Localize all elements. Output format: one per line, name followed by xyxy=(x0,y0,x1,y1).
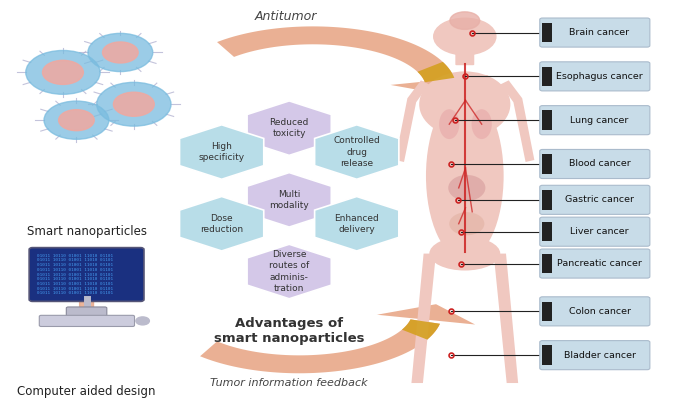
Text: 01011 10110 01001 11010 01101: 01011 10110 01001 11010 01101 xyxy=(37,277,114,281)
Text: Dose
reduction: Dose reduction xyxy=(200,214,243,234)
Polygon shape xyxy=(179,196,264,251)
Text: Computer aided design: Computer aided design xyxy=(17,384,155,398)
Circle shape xyxy=(88,33,153,72)
Polygon shape xyxy=(200,319,440,373)
Text: Tumor information feedback: Tumor information feedback xyxy=(210,378,368,388)
FancyBboxPatch shape xyxy=(29,248,144,301)
FancyBboxPatch shape xyxy=(540,249,650,278)
Text: Enhanced
delivery: Enhanced delivery xyxy=(334,214,379,234)
FancyArrowPatch shape xyxy=(74,262,99,324)
Polygon shape xyxy=(217,26,454,82)
FancyBboxPatch shape xyxy=(39,315,134,326)
Polygon shape xyxy=(390,75,488,96)
Text: Diverse
routes of
adminis-
tration: Diverse routes of adminis- tration xyxy=(269,250,310,293)
Bar xyxy=(543,254,552,273)
Polygon shape xyxy=(395,80,429,162)
Ellipse shape xyxy=(439,109,460,139)
Bar xyxy=(543,190,552,210)
Polygon shape xyxy=(491,254,518,383)
Polygon shape xyxy=(501,80,534,162)
Text: Esophagus cancer: Esophagus cancer xyxy=(556,72,643,81)
Text: Colon cancer: Colon cancer xyxy=(569,307,630,316)
Ellipse shape xyxy=(419,71,510,137)
Circle shape xyxy=(450,12,479,29)
Text: Pancreatic cancer: Pancreatic cancer xyxy=(557,259,642,268)
Circle shape xyxy=(97,82,171,126)
Polygon shape xyxy=(179,125,264,179)
Polygon shape xyxy=(314,125,399,179)
Ellipse shape xyxy=(471,109,492,139)
Circle shape xyxy=(136,317,149,325)
Circle shape xyxy=(103,42,138,63)
Polygon shape xyxy=(247,101,332,155)
Text: Bladder cancer: Bladder cancer xyxy=(564,351,636,360)
Text: Multi
modality: Multi modality xyxy=(269,190,309,210)
Text: 01011 10110 01001 11010 01101: 01011 10110 01001 11010 01101 xyxy=(37,268,114,272)
Circle shape xyxy=(434,18,496,55)
FancyBboxPatch shape xyxy=(540,150,650,178)
Text: Advantages of
smart nanoparticles: Advantages of smart nanoparticles xyxy=(214,317,364,345)
Bar xyxy=(543,345,552,365)
FancyBboxPatch shape xyxy=(540,62,650,91)
FancyBboxPatch shape xyxy=(540,106,650,135)
Bar xyxy=(543,23,552,42)
Text: 01011 10110 01001 11010 01101: 01011 10110 01001 11010 01101 xyxy=(37,282,114,286)
FancyBboxPatch shape xyxy=(540,297,650,326)
Polygon shape xyxy=(247,244,332,299)
Polygon shape xyxy=(412,254,438,383)
Circle shape xyxy=(42,60,84,84)
Text: 01011 10110 01001 11010 01101: 01011 10110 01001 11010 01101 xyxy=(37,258,114,262)
FancyBboxPatch shape xyxy=(540,341,650,370)
Ellipse shape xyxy=(426,92,503,260)
Text: Brain cancer: Brain cancer xyxy=(569,28,630,37)
Circle shape xyxy=(26,50,100,94)
Text: Reduced
toxicity: Reduced toxicity xyxy=(269,118,309,138)
Text: Controlled
drug
release: Controlled drug release xyxy=(334,136,380,168)
Ellipse shape xyxy=(449,212,484,235)
FancyBboxPatch shape xyxy=(456,52,474,65)
Text: 01011 10110 01001 11010 01101: 01011 10110 01001 11010 01101 xyxy=(37,263,114,267)
Text: Lung cancer: Lung cancer xyxy=(571,116,629,125)
Ellipse shape xyxy=(448,175,486,201)
Bar xyxy=(543,222,552,242)
Bar xyxy=(543,302,552,321)
Text: Blood cancer: Blood cancer xyxy=(569,160,630,168)
Text: Smart nanoparticles: Smart nanoparticles xyxy=(27,225,147,238)
Polygon shape xyxy=(402,319,440,340)
FancyBboxPatch shape xyxy=(66,307,107,316)
Circle shape xyxy=(44,101,109,139)
Bar xyxy=(543,110,552,130)
FancyBboxPatch shape xyxy=(540,185,650,214)
Text: 01011 10110 01001 11010 01101: 01011 10110 01001 11010 01101 xyxy=(37,287,114,291)
Polygon shape xyxy=(247,172,332,227)
Text: 01011 10110 01001 11010 01101: 01011 10110 01001 11010 01101 xyxy=(37,272,114,276)
Bar xyxy=(543,67,552,86)
Text: High
specificity: High specificity xyxy=(199,142,245,162)
Ellipse shape xyxy=(429,237,500,270)
Polygon shape xyxy=(377,304,475,324)
Text: Antitumor: Antitumor xyxy=(255,10,317,23)
FancyBboxPatch shape xyxy=(540,18,650,47)
Text: Liver cancer: Liver cancer xyxy=(570,227,629,236)
Circle shape xyxy=(59,110,95,131)
Polygon shape xyxy=(314,196,399,251)
Bar xyxy=(543,154,552,174)
Circle shape xyxy=(114,92,154,116)
Text: Gastric cancer: Gastric cancer xyxy=(565,195,634,204)
Text: 01011 10110 01001 11010 01101: 01011 10110 01001 11010 01101 xyxy=(37,292,114,296)
Polygon shape xyxy=(417,62,454,82)
Text: 01011 10110 01001 11010 01101: 01011 10110 01001 11010 01101 xyxy=(37,254,114,258)
FancyBboxPatch shape xyxy=(540,217,650,246)
